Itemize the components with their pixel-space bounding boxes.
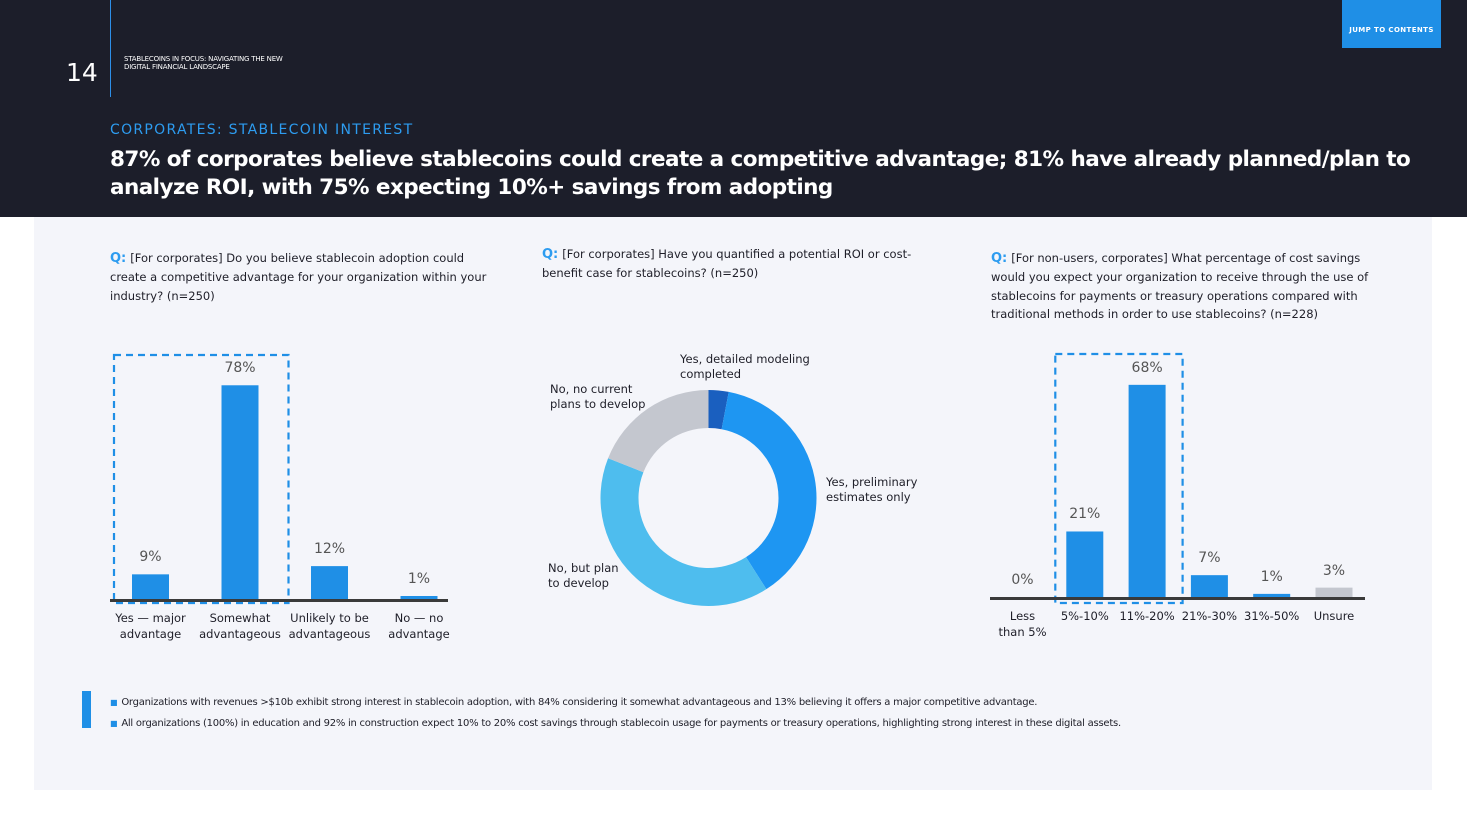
donut-label-line: plans to develop — [550, 397, 646, 411]
donut-label-line: to develop — [548, 576, 609, 590]
donut-label-line: completed — [680, 367, 742, 381]
question-3: Q: [For non-users, corporates] What perce… — [991, 249, 1376, 323]
document-title: STABLECOINS IN FOCUS: NAVIGATING THE NEW… — [124, 55, 283, 71]
donut-slice — [600, 458, 767, 606]
header-divider — [110, 0, 111, 97]
bar — [1128, 384, 1166, 597]
question-1-text: [For corporates] Do you believe stableco… — [110, 251, 487, 303]
donut-label-line: No, no current — [550, 382, 633, 396]
section-label: CORPORATES: STABLECOIN INTEREST — [110, 122, 414, 138]
category-label: 21%-30% — [1161, 608, 1257, 624]
category-label: 31%-50% — [1224, 608, 1320, 624]
jump-to-contents-button[interactable]: JUMP TO CONTENTS — [1342, 0, 1441, 48]
category-label-line: 5%-10% — [1060, 609, 1109, 623]
header-bar: 14 STABLECOINS IN FOCUS: NAVIGATING THE … — [0, 0, 1467, 217]
question-2: Q: [For corporates] Have you quantified a… — [542, 245, 917, 283]
content-panel — [34, 217, 1432, 790]
category-label-line: Less — [1009, 609, 1036, 623]
category-label: No — no advantage — [371, 610, 467, 642]
bar — [1066, 531, 1104, 597]
donut-slice — [608, 390, 709, 473]
bar-value-label: 1% — [407, 571, 431, 587]
category-label-line: advantage — [119, 627, 182, 641]
donut-label-line: estimates only — [826, 490, 911, 504]
bar-value-label: 78% — [224, 360, 256, 377]
donut-slice-label: Yes, detailed modeling completed — [680, 352, 810, 382]
category-label-line: advantageous — [199, 627, 281, 641]
square-bullet-icon: ■ — [110, 698, 118, 707]
bar — [311, 566, 348, 599]
bar — [132, 574, 169, 599]
bar — [1190, 575, 1228, 597]
category-label-line: 31%-50% — [1244, 609, 1300, 623]
note-2-text: All organizations (100%) in education an… — [121, 718, 1121, 729]
question-3-prefix: Q: — [991, 251, 1008, 266]
donut-slice-label: No, no current plans to develop — [550, 382, 645, 412]
question-2-prefix: Q: — [542, 247, 559, 262]
category-label-line: 11%-20% — [1119, 609, 1175, 623]
category-label-line: 21%-30% — [1181, 609, 1238, 623]
donut-label-line: Yes, detailed modeling — [680, 352, 810, 366]
notes-accent-bar — [82, 691, 91, 728]
category-label-line: advantage — [388, 627, 450, 641]
note-1-text: Organizations with revenues >$10b exhibi… — [121, 697, 1038, 708]
bar-value-label: 0% — [1011, 572, 1034, 588]
category-label: Unsure — [1286, 608, 1382, 624]
key-findings: ■ Organizations with revenues >$10b exhib… — [110, 692, 1121, 734]
bar-value-label: 21% — [1069, 506, 1101, 523]
bar-value-label: 3% — [1322, 562, 1346, 579]
note-1: ■ Organizations with revenues >$10b exhib… — [110, 692, 1121, 713]
bar-value-label: 7% — [1198, 550, 1221, 567]
category-label: 5%-10% — [1037, 608, 1133, 624]
question-3-text: [For non-users, corporates] What percent… — [991, 251, 1369, 321]
category-label-line: than 5% — [998, 625, 1047, 639]
category-label-line: Yes — major — [115, 611, 186, 625]
bar-value-label: 68% — [1131, 359, 1163, 376]
donut-label-line: Yes, preliminary — [826, 475, 918, 489]
bar-value-label: 9% — [139, 549, 162, 566]
category-label: Somewhat advantageous — [192, 610, 288, 642]
question-2-text: [For corporates] Have you quantified a p… — [542, 247, 912, 281]
question-1-prefix: Q: — [110, 251, 127, 266]
bar — [221, 385, 259, 599]
category-label: 11%-20% — [1099, 608, 1195, 624]
category-label-line: Somewhat — [209, 611, 271, 625]
category-label-line: advantageous — [288, 627, 371, 641]
bar-value-label: 1% — [1260, 568, 1283, 585]
bar-value-label: 12% — [313, 541, 346, 558]
page-number: 14 — [66, 58, 98, 87]
category-label-line: No — no — [394, 611, 444, 625]
donut-label-line: No, but plan — [548, 561, 619, 575]
donut-slice-label: No, but plan to develop — [548, 561, 619, 591]
note-2: ■ All organizations (100%) in education a… — [110, 713, 1121, 734]
category-label: Unlikely to be advantageous — [282, 610, 378, 642]
bar — [1253, 593, 1291, 597]
highlight-box — [112, 353, 290, 605]
donut-slice-label: Yes, preliminary estimates only — [826, 475, 917, 505]
category-label: Yes — major advantage — [103, 610, 199, 642]
bar — [1315, 587, 1353, 597]
question-1: Q: [For corporates] Do you believe stable… — [110, 249, 495, 305]
donut-slice — [721, 391, 817, 590]
category-label-line: Unsure — [1313, 609, 1355, 623]
category-label: Less than 5% — [975, 608, 1071, 640]
page-headline: 87% of corporates believe stablecoins co… — [110, 147, 1411, 200]
bar — [400, 596, 438, 599]
donut-slice — [708, 390, 729, 430]
highlight-box — [1054, 352, 1184, 605]
square-bullet-icon: ■ — [110, 719, 118, 728]
category-label-line: Unlikely to be — [290, 611, 369, 625]
